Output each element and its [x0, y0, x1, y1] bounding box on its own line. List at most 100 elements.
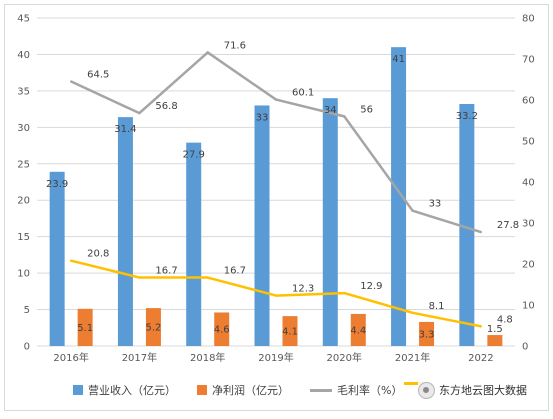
net-profit-data-label: 3.3: [419, 329, 435, 340]
revenue-data-label: 33: [256, 112, 269, 123]
net-profit-bar: [419, 321, 435, 346]
yellow-series-data-label: 16.7: [155, 266, 177, 277]
revenue-bar: [186, 142, 202, 346]
net-profit-bar: [350, 313, 366, 346]
net-profit-data-label: 5.2: [145, 323, 161, 334]
gross-margin-data-label: 64.5: [87, 70, 109, 81]
yellow-series-point: [138, 276, 141, 279]
yellow-series-data-label: 12.3: [292, 284, 314, 295]
y-right-tick-label: 40: [522, 178, 535, 189]
y-left-tick-label: 35: [17, 86, 30, 97]
net-profit-bar: [282, 316, 298, 346]
revenue-data-label: 27.9: [183, 150, 205, 161]
net-profit-bar: [145, 308, 161, 346]
legend-item-gross-margin: 毛利率（%）: [310, 382, 402, 398]
x-tick-label: 2017年: [122, 351, 157, 364]
gross-margin-point: [206, 51, 209, 54]
net-profit-data-label: 5.1: [77, 323, 93, 334]
gross-margin-point: [343, 115, 346, 118]
y-left-tick-label: 40: [17, 50, 30, 61]
revenue-data-label: 31.4: [114, 124, 136, 135]
revenue-data-label: 41: [392, 54, 405, 65]
legend-item-revenue: 营业收入（亿元）: [73, 382, 176, 398]
net-profit-data-label: 4.6: [214, 325, 230, 336]
legend-swatch-net-profit: [197, 385, 207, 395]
legend-label-gross-margin: 毛利率（%）: [337, 384, 403, 397]
y-right-tick-label: 20: [522, 260, 535, 271]
legend-label-net-profit: 净利润（亿元）: [212, 384, 289, 397]
legend-item-net-profit: 净利润（亿元）: [197, 382, 289, 398]
net-profit-bar: [214, 312, 230, 346]
legend-label-revenue: 营业收入（亿元）: [88, 384, 176, 397]
chart-border: [4, 4, 549, 411]
gross-margin-point: [69, 80, 73, 83]
y-right-tick-label: 50: [522, 137, 535, 148]
x-tick-label: 2019年: [258, 351, 293, 364]
legend-item-yellow-line: [404, 382, 431, 385]
x-tick-label: 2022: [468, 353, 493, 364]
x-tick-label: 2020年: [327, 351, 362, 364]
x-tick-label: 2018年: [190, 351, 225, 364]
gross-margin-data-label: 60.1: [292, 88, 314, 99]
y-right-tick-label: 10: [522, 301, 535, 312]
gross-margin-data-label: 27.8: [497, 220, 519, 231]
data-labels: 23.9 31.4 27.9 33 34 41 33.2 5.1 5.2 4.6 4.1 4.4 3.3…: [46, 40, 519, 340]
revenue-bar: [254, 105, 270, 346]
axis-ticks: 0 5 10 15 20 25 30 35 40 45 0 10 20 30 40 50 60 70 80 2016年…: [17, 14, 534, 365]
gridlines: [37, 17, 515, 347]
yellow-series-point: [274, 294, 278, 297]
revenue-bar: [391, 47, 407, 347]
gross-margin-point: [411, 209, 414, 212]
watermark-text: 东方地云图大数据: [439, 384, 527, 397]
gross-margin-data-label: 71.6: [224, 40, 246, 51]
yellow-series-data-label: 4.8: [497, 314, 513, 325]
net-profit-data-label: 4.4: [350, 325, 366, 336]
yellow-series-data-label: 20.8: [87, 249, 109, 260]
y-left-tick-label: 45: [17, 14, 30, 25]
net-profit-bar: [487, 335, 503, 346]
yellow-series-data-label: 8.1: [429, 301, 445, 312]
gross-margin-data-label: 33: [429, 199, 442, 210]
net-profit-data-label: 4.1: [282, 327, 298, 338]
revenue-bar: [49, 171, 65, 346]
x-tick-label: 2021年: [395, 351, 430, 364]
bar-series: [49, 47, 503, 347]
legend-swatch-revenue: [73, 385, 83, 395]
net-profit-bar: [77, 308, 93, 346]
watermark: 东方地云图大数据: [418, 379, 531, 401]
yellow-series-point: [69, 259, 73, 262]
yellow-series-data-label: 16.7: [224, 266, 246, 277]
x-tick-label: 2016年: [53, 351, 88, 364]
y-left-tick-label: 10: [17, 269, 30, 280]
y-left-tick-label: 15: [17, 232, 30, 243]
line-series: [69, 51, 483, 328]
y-left-tick-label: 20: [17, 196, 30, 207]
legend-swatch-yellow-line: [404, 382, 426, 385]
net-profit-data-label: 1.5: [487, 324, 503, 335]
revenue-bar: [117, 117, 133, 346]
y-left-tick-label: 0: [24, 342, 30, 353]
yellow-series-point: [411, 311, 414, 314]
yellow-series-point: [343, 291, 346, 295]
legend: 营业收入（亿元） 净利润（亿元） 毛利率（%）: [0, 379, 553, 401]
gross-margin-data-label: 56.8: [155, 101, 177, 112]
y-right-tick-label: 80: [522, 14, 535, 25]
revenue-data-label: 33.2: [456, 111, 478, 122]
revenue-data-label: 23.9: [46, 179, 68, 190]
y-right-tick-label: 30: [522, 219, 535, 230]
gross-margin-data-label: 56: [360, 104, 373, 115]
gross-margin-point: [479, 230, 483, 234]
yellow-series-point: [206, 276, 209, 279]
legend-swatch-gross-margin: [310, 388, 332, 392]
wechat-logo-icon: [418, 381, 435, 399]
revenue-bar: [322, 98, 338, 346]
y-left-tick-label: 25: [17, 159, 30, 170]
yellow-series-point: [479, 325, 483, 328]
gross-margin-point: [138, 111, 141, 115]
yellow-series-data-label: 12.9: [360, 281, 382, 292]
gross-margin-point: [274, 98, 278, 101]
y-left-tick-label: 30: [17, 123, 30, 134]
y-right-tick-label: 60: [522, 96, 535, 107]
